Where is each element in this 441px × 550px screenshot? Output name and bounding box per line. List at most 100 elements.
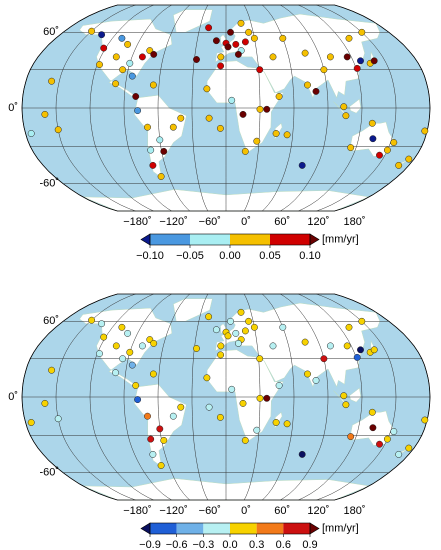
station — [41, 399, 49, 407]
station — [144, 412, 151, 420]
station — [156, 136, 164, 144]
station — [279, 323, 287, 331]
station — [347, 144, 355, 152]
station — [119, 66, 127, 74]
station — [177, 403, 185, 411]
x-tick-label: 60˚ — [274, 216, 290, 228]
station — [232, 329, 240, 337]
x-tick-label: −180˚ — [123, 216, 151, 228]
station — [217, 351, 225, 359]
station — [212, 37, 220, 45]
station — [272, 419, 280, 426]
x-tick-label: −180˚ — [123, 505, 151, 517]
station — [263, 394, 271, 402]
station — [395, 161, 403, 169]
map-outline — [21, 4, 431, 212]
colorbar-tick-label: −0.10 — [136, 250, 164, 262]
station — [340, 392, 348, 400]
station — [253, 426, 261, 434]
station — [345, 34, 353, 42]
station — [216, 413, 224, 421]
station — [112, 80, 120, 88]
station — [132, 382, 140, 389]
colorbar-bin — [230, 523, 257, 534]
station — [157, 462, 165, 469]
station — [368, 408, 376, 416]
station — [405, 155, 413, 163]
station — [128, 361, 136, 369]
station — [279, 34, 287, 42]
x-tick-label: 180˚ — [344, 505, 366, 517]
station — [241, 147, 249, 155]
colorbar-tick-label: 0.3 — [249, 539, 264, 550]
station — [160, 436, 168, 444]
station — [245, 28, 253, 36]
station — [390, 428, 398, 435]
colorbar-bin — [283, 523, 310, 534]
x-tick-label: −120˚ — [159, 216, 187, 228]
map — [21, 4, 431, 212]
station — [147, 146, 155, 154]
station — [272, 130, 280, 137]
station — [395, 450, 403, 458]
x-tick-label: 60˚ — [274, 505, 290, 517]
y-tick-label: 0˚ — [8, 102, 18, 114]
station — [217, 53, 225, 61]
station — [156, 425, 164, 433]
station — [298, 450, 306, 458]
station — [239, 399, 247, 407]
station — [234, 50, 242, 58]
map-outline — [21, 293, 431, 501]
station — [275, 93, 283, 100]
colorbar-over — [309, 233, 320, 246]
station — [256, 355, 264, 363]
station — [253, 137, 261, 145]
station — [421, 416, 429, 424]
station — [237, 19, 245, 27]
station — [228, 96, 236, 104]
station — [205, 114, 213, 122]
station — [128, 72, 136, 80]
station — [100, 44, 108, 52]
station — [112, 53, 120, 61]
station — [88, 27, 96, 35]
station — [370, 346, 378, 354]
station — [54, 415, 62, 423]
station — [241, 38, 249, 46]
x-tick-label: −60˚ — [199, 505, 221, 517]
station — [118, 323, 126, 331]
station — [369, 135, 377, 143]
colorbar-under — [140, 522, 151, 535]
station — [138, 342, 146, 350]
colorbar-label: [mm/yr] — [322, 522, 359, 534]
station — [54, 126, 62, 134]
station — [193, 345, 200, 352]
station — [98, 320, 106, 328]
station — [138, 53, 146, 61]
colorbar-tick-label: 0.0 — [222, 539, 237, 550]
station — [312, 376, 320, 384]
colorbar-bin — [176, 523, 204, 534]
station — [237, 308, 245, 316]
station — [358, 317, 366, 325]
station — [119, 355, 127, 363]
colorbar-bin — [270, 234, 310, 245]
station — [239, 110, 247, 118]
colorbar-bin — [150, 234, 190, 245]
station — [212, 326, 220, 334]
x-tick-label: 0˚ — [241, 216, 251, 228]
station — [256, 105, 264, 113]
station — [283, 420, 291, 428]
station — [383, 146, 391, 154]
station — [112, 369, 120, 377]
station — [177, 114, 185, 122]
land — [134, 94, 187, 179]
station — [160, 147, 168, 155]
station — [301, 49, 309, 57]
colorbar-tick-label: 0.9 — [302, 539, 317, 550]
station — [149, 81, 157, 89]
station — [100, 333, 108, 341]
station — [157, 173, 165, 180]
colorbar-tick-label: −0.05 — [176, 250, 204, 262]
